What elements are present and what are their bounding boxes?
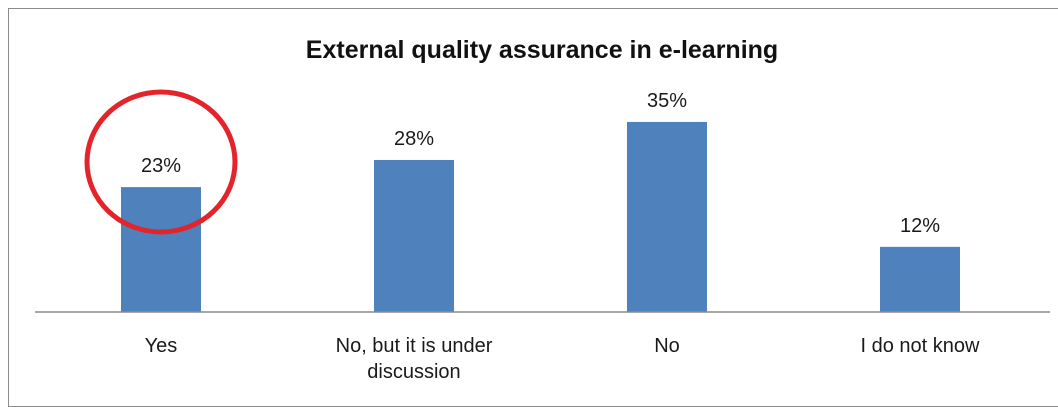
- x-tick-label-1: Yes: [145, 335, 178, 357]
- data-label-2: 28%: [394, 128, 434, 150]
- data-label-3: 35%: [647, 90, 687, 112]
- x-tick-label-2-line-1: No, but it is under: [336, 335, 493, 357]
- data-label-4: 12%: [900, 215, 940, 237]
- labels-layer: 23% Yes 28% No, but it is under discussion 35…: [141, 90, 980, 383]
- annotation-layer: [84, 89, 238, 235]
- bars-layer: [121, 121, 960, 312]
- bar-1: [121, 187, 201, 312]
- highlight-circle: [84, 89, 238, 235]
- chart-title: External quality assurance in e-learning: [306, 36, 778, 64]
- bar-2: [374, 159, 454, 312]
- data-label-1: 23%: [141, 155, 181, 177]
- bar-4: [880, 246, 960, 312]
- x-tick-label-2-line-2: discussion: [367, 361, 460, 383]
- x-tick-label-3: No: [654, 335, 680, 357]
- x-tick-label-4: I do not know: [861, 335, 981, 357]
- bar-3: [627, 121, 707, 312]
